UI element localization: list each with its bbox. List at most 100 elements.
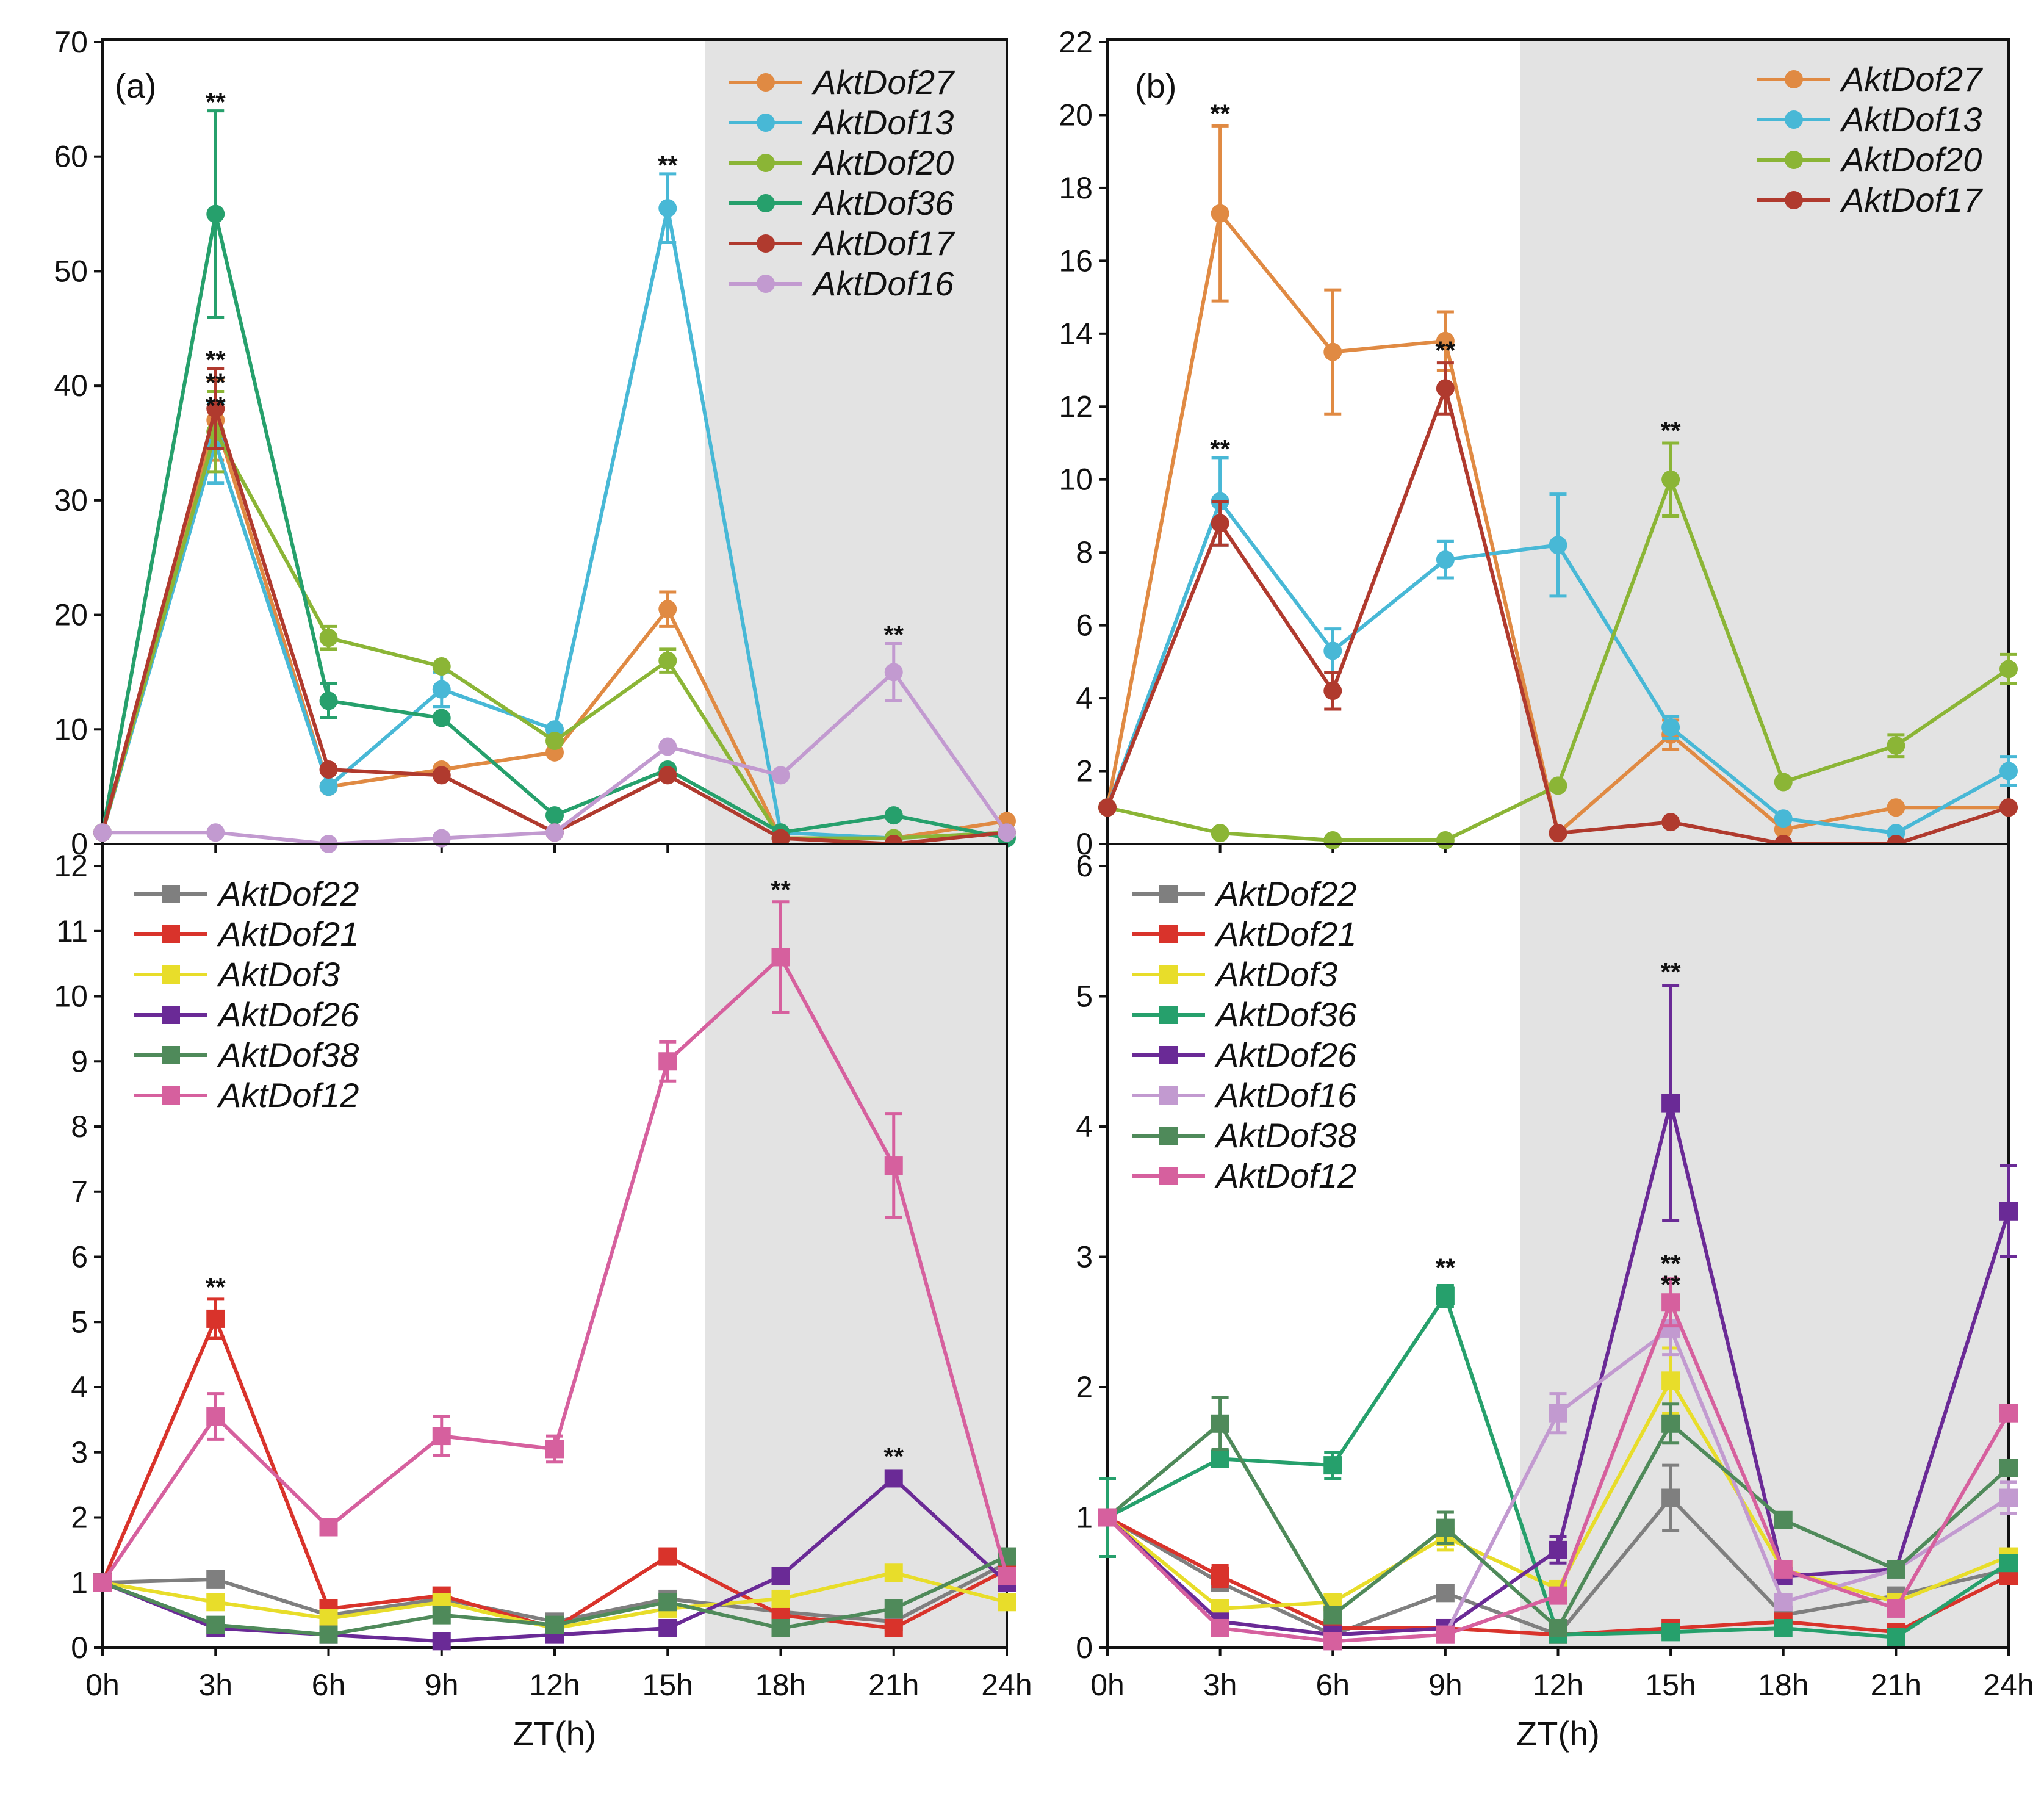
legend-swatch-marker (1159, 965, 1178, 984)
data-point (658, 1547, 677, 1566)
y-tick-label: 10 (54, 712, 88, 746)
x-tick-label: 9h (1428, 1668, 1463, 1702)
data-point (545, 1440, 564, 1459)
legend-swatch-marker (1785, 70, 1803, 88)
legend: AktDof22AktDof21AktDof3AktDof36AktDof26A… (1132, 875, 1357, 1195)
data-point (1887, 1599, 1905, 1618)
y-tick-label: 4 (1076, 681, 1093, 715)
data-point (1211, 204, 1229, 223)
legend-label: AktDof21 (217, 915, 359, 953)
data-point (432, 1632, 451, 1651)
data-point (1774, 773, 1793, 792)
panel-label: (a) (115, 67, 156, 105)
data-point (1774, 1593, 1793, 1612)
y-tick-label: 6 (1076, 849, 1093, 883)
legend-label: AktDof16 (1214, 1076, 1357, 1114)
x-tick-label: 9h (425, 1668, 459, 1702)
data-point (319, 629, 338, 647)
x-tick-label: 18h (1758, 1668, 1808, 1702)
legend-swatch-marker (757, 73, 775, 92)
data-point (1887, 1560, 1905, 1579)
significance-marker: ** (206, 345, 226, 374)
data-point (1323, 682, 1342, 701)
data-point (206, 1407, 225, 1426)
legend-label: AktDof13 (1840, 100, 1982, 139)
y-tick-label: 3 (1076, 1240, 1093, 1274)
data-point (1549, 1540, 1567, 1559)
legend-swatch-marker (162, 1086, 180, 1105)
x-tick-label: 6h (1315, 1668, 1350, 1702)
data-point (1999, 762, 2018, 781)
y-tick-label: 18 (1059, 171, 1093, 205)
data-point (884, 1156, 903, 1175)
y-tick-label: 60 (54, 140, 88, 174)
data-point (319, 1609, 338, 1628)
data-point (1211, 1618, 1229, 1637)
data-point (1999, 660, 2018, 679)
data-point (1436, 550, 1455, 569)
y-tick-label: 0 (1076, 827, 1093, 861)
y-tick-label: 1 (71, 1565, 88, 1599)
significance-marker: ** (206, 1273, 226, 1302)
legend-swatch-marker (1159, 1167, 1178, 1185)
data-point (206, 1593, 225, 1612)
data-point (1999, 1459, 2018, 1477)
data-point (1211, 514, 1229, 533)
x-tick-label: 15h (1645, 1668, 1696, 1702)
x-tick-label: 12h (529, 1668, 580, 1702)
legend-swatch-marker (162, 1006, 180, 1024)
data-point (658, 1618, 677, 1637)
y-tick-label: 3 (71, 1435, 88, 1470)
y-tick-label: 2 (1076, 1370, 1093, 1404)
data-point (1549, 776, 1567, 795)
data-point (1436, 331, 1455, 350)
data-point (1774, 1510, 1793, 1529)
significance-marker: ** (658, 151, 678, 179)
legend-swatch-marker (1785, 151, 1803, 169)
panel-b-top: 0246810121416182022(b)********AktDof27Ak… (1059, 25, 2018, 861)
x-tick-label: 18h (755, 1668, 806, 1702)
y-tick-label: 12 (54, 849, 88, 883)
y-tick-label: 20 (1059, 98, 1093, 132)
data-point (206, 1615, 225, 1634)
legend-item: AktDof26 (134, 995, 359, 1034)
y-tick-label: 2 (71, 1501, 88, 1535)
significance-marker: ** (1210, 99, 1230, 128)
data-point (658, 1052, 677, 1071)
data-point (432, 709, 451, 727)
legend-item: AktDof13 (1757, 100, 1982, 139)
data-point (545, 823, 564, 842)
y-tick-label: 7 (71, 1175, 88, 1209)
legend-item: AktDof17 (1757, 181, 1983, 219)
data-point (1549, 1404, 1567, 1423)
data-point (771, 766, 790, 785)
legend-label: AktDof22 (217, 875, 359, 913)
legend-item: AktDof27 (1757, 60, 1983, 98)
significance-marker: ** (1661, 416, 1681, 445)
data-point (1323, 1456, 1342, 1475)
legend-label: AktDof38 (217, 1036, 359, 1074)
legend-label: AktDof38 (1214, 1116, 1356, 1155)
legend-swatch-marker (1159, 1046, 1178, 1064)
y-tick-label: 70 (54, 25, 88, 59)
y-tick-label: 14 (1059, 317, 1093, 351)
x-tick-label: 3h (1203, 1668, 1237, 1702)
data-point (1211, 1414, 1229, 1433)
x-tick-label: 24h (981, 1668, 1032, 1702)
x-tick-label: 24h (1983, 1668, 2034, 1702)
data-point (1549, 1586, 1567, 1605)
dark-phase-shading (1520, 40, 2009, 844)
data-point (319, 1518, 338, 1537)
legend-label: AktDof16 (811, 264, 954, 303)
legend-swatch-marker (1159, 1086, 1178, 1105)
significance-marker: ** (771, 875, 791, 904)
data-point (1661, 470, 1680, 489)
data-point (432, 680, 451, 699)
data-point (1774, 1618, 1793, 1637)
data-point (432, 1606, 451, 1625)
data-point (884, 806, 903, 825)
legend-item: AktDof17 (729, 224, 955, 262)
x-tick-label: 21h (1871, 1668, 1921, 1702)
